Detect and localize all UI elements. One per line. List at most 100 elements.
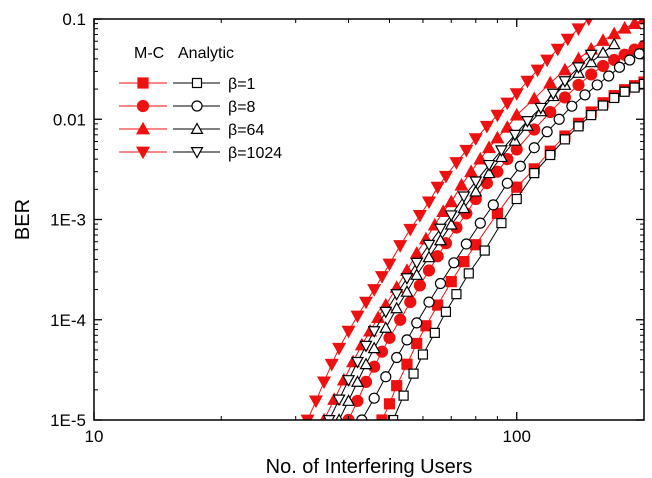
series-mc-beta-1024 [300,19,593,420]
data-point [482,166,496,179]
data-point [468,133,483,146]
legend-marker-analytic [191,77,203,89]
data-point [597,100,609,111]
series-analytic-beta-1 [388,78,644,420]
data-point [413,279,426,292]
data-point [511,193,522,205]
data-point [528,142,540,154]
data-point [440,306,452,317]
data-point [300,414,315,420]
x-tick-label: 10 [85,427,104,446]
data-point [332,394,346,407]
data-point [444,194,459,208]
data-point [358,296,374,310]
data-point [341,394,356,406]
data-point [591,79,603,91]
data-point [514,160,526,172]
data-point [417,349,429,360]
axis-ticks: 10 100 0.1 0.01 1E-3 1E-4 1E-5 [50,10,644,446]
data-point [529,168,540,179]
legend-header-analytic: Analytic [178,45,234,62]
data-point [527,91,542,105]
data-point [401,334,413,346]
data-point [421,196,436,210]
data-point [573,121,584,132]
data-point [422,264,436,277]
y-tick-label: 0.01 [53,110,86,129]
data-point [422,239,436,252]
data-point [457,191,471,204]
data-point [553,113,565,125]
data-point [429,327,440,338]
legend-label: β=8 [228,99,256,116]
data-point [619,86,630,97]
data-point [368,392,380,404]
data-point [410,268,424,280]
data-point [316,376,332,390]
legend-label: β=1 [228,76,256,93]
data-point [400,273,414,285]
data-point [380,371,392,383]
legend-marker-mc [135,121,151,135]
data-point [558,91,572,104]
data-point [350,310,365,324]
data-point [408,368,419,379]
data-point [571,51,586,65]
data-point [433,223,447,236]
data-point [411,317,423,329]
data-point [449,157,464,170]
data-point [382,258,397,272]
data-point [410,257,424,270]
data-point [627,19,642,29]
legend-label: β=64 [228,122,264,139]
legend-marker-analytic [191,100,203,112]
data-point [469,184,483,197]
data-point [390,289,404,301]
x-axis-title: No. of Interfering Users [266,456,473,478]
data-point [434,277,447,290]
data-point [458,256,470,268]
data-point [350,375,364,387]
data-point [496,218,507,229]
data-point [356,414,368,420]
data-point [341,325,356,339]
legend-marker-mc [135,146,151,160]
data-point [359,340,373,353]
data-point [469,176,483,189]
data-point [490,109,505,123]
data-point [438,170,453,184]
data-point [470,239,482,251]
data-point [558,76,572,88]
data-point [624,54,636,66]
data-point [636,19,644,25]
data-point [550,43,565,57]
legend-label: β=1024 [228,145,282,162]
data-point [508,129,522,142]
data-point [324,358,339,372]
legend-marker-mc [136,99,150,113]
y-tick-label: 1E-5 [50,411,86,430]
data-point [430,181,445,195]
x-tick-label: 100 [503,427,531,446]
data-point [459,144,474,158]
data-point [367,284,382,297]
data-point [559,134,571,145]
data-point [422,250,436,263]
data-point [400,285,414,297]
data-point [617,20,632,34]
data-point [586,110,597,121]
data-point [534,102,548,115]
data-point [420,320,432,332]
data-point [571,62,586,75]
legend-marker-analytic [190,122,204,134]
data-point [530,64,545,78]
y-tick-label: 1E-4 [50,311,86,330]
data-point [543,75,558,89]
legend-entry: β=64 [119,121,264,139]
legend: M-C Analytic β=1 β=8 β=64 β=1024 [119,45,282,162]
series-line-analytic-beta-64 [338,43,615,420]
data-point [390,301,404,314]
y-tick-label: 1E-3 [50,211,86,230]
data-point [379,306,393,319]
data-point [401,358,413,370]
